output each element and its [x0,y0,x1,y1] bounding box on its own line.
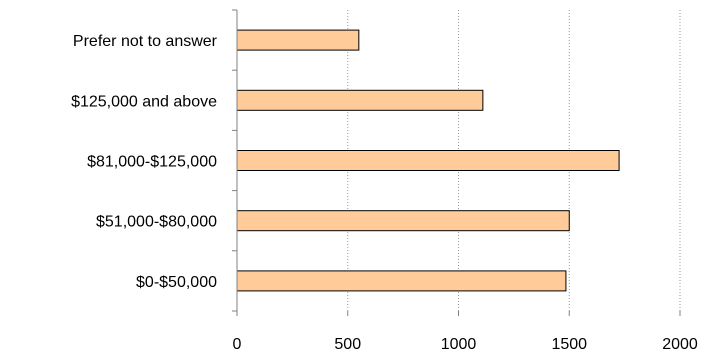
bar [236,89,484,111]
bar [236,210,570,232]
bar [236,270,567,292]
x-tick-label: 0 [233,336,242,353]
axes [232,9,681,316]
bars [236,29,620,292]
x-tick-label: 1000 [441,336,477,353]
category-labels: $0-$50,000 $51,000-$80,000 $81,000-$125,00… [71,33,218,291]
x-tick-label: 2000 [662,336,698,353]
category-label: Prefer not to answer [73,33,218,50]
x-tick-label: 1500 [551,336,587,353]
x-tick-label: 500 [334,336,361,353]
category-label: $51,000-$80,000 [96,214,217,231]
category-label: $81,000-$125,000 [87,154,217,171]
x-tick-labels: 0 500 1000 1500 2000 [233,336,698,353]
category-label: $125,000 and above [71,93,217,110]
bar [236,150,620,171]
category-label: $0-$50,000 [136,274,217,291]
bar [236,29,360,51]
